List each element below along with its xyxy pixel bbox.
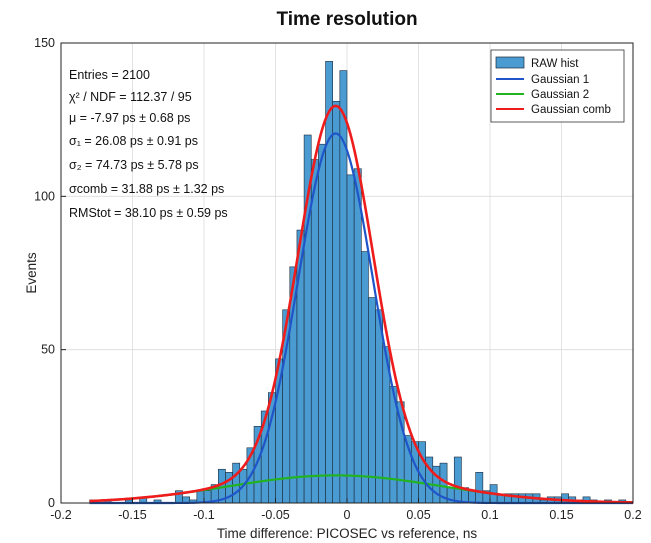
chart-title: Time resolution	[276, 9, 417, 30]
histogram-bar	[310, 159, 319, 504]
histogram-bar	[396, 401, 405, 504]
stat-sigma-comb: σcomb = 31.88 ps ± 1.32 ps	[69, 182, 224, 196]
histogram-bar	[332, 100, 341, 504]
stat-chi2: χ² / NDF = 112.37 / 95	[69, 90, 192, 104]
stat-entries: Entries = 2100	[69, 68, 150, 82]
histogram-bar	[468, 490, 476, 504]
x-axis-label: Time difference: PICOSEC vs reference, n…	[217, 526, 478, 541]
legend-label-hist: RAW hist	[531, 58, 579, 70]
x-tick-label: -0.05	[261, 508, 290, 522]
y-axis-label: Events	[24, 252, 39, 294]
histogram-bar	[453, 456, 462, 504]
y-tick-label: 100	[34, 189, 55, 203]
stat-sigma1: σ₁ = 26.08 ps ± 0.91 ps	[69, 134, 198, 148]
x-tick-label: -0.1	[193, 508, 215, 522]
x-tick-label: 0	[344, 508, 351, 522]
legend-swatch-hist	[495, 56, 525, 69]
histogram-bars	[89, 61, 627, 504]
x-tick-label: -0.15	[118, 508, 147, 522]
histogram-bar	[475, 472, 484, 504]
x-tick-label: 0.2	[624, 508, 641, 522]
histogram-bar	[360, 251, 369, 504]
histogram-bar	[318, 143, 326, 504]
legend-label-gaussian2: Gaussian 2	[531, 89, 589, 101]
histogram-bar	[375, 309, 384, 504]
fit-curve-gaussian-comb	[89, 104, 634, 504]
x-tick-label: -0.2	[50, 508, 72, 522]
legend: RAW hist Gaussian 1 Gaussian 2 Gaussian …	[490, 49, 625, 123]
histogram-bar	[368, 297, 376, 504]
histogram-bar	[346, 174, 355, 504]
histogram-bar	[232, 462, 241, 504]
histogram-bar	[353, 168, 362, 504]
y-tick-label: 150	[34, 36, 55, 50]
histogram-bar	[325, 61, 333, 504]
y-tick-label: 0	[48, 496, 55, 510]
x-tick-label: 0.05	[406, 508, 430, 522]
stat-sigma2: σ₂ = 74.73 ps ± 5.78 ps	[69, 158, 199, 172]
stats-box: Entries = 2100 χ² / NDF = 112.37 / 95 μ …	[69, 68, 228, 220]
x-tick-label: 0.1	[481, 508, 498, 522]
stat-rms-tot: RMStot = 38.10 ps ± 0.59 ps	[69, 206, 228, 220]
histogram-bar	[339, 70, 348, 504]
x-tick-label: 0.15	[549, 508, 573, 522]
histogram-bar	[196, 490, 205, 504]
axis-ticks: -0.2 -0.15 -0.1 -0.05 0 0.05 0.1 0.15 0.2 0 50 100 1…	[34, 36, 642, 522]
legend-label-gaussian-comb: Gaussian comb	[531, 104, 611, 116]
y-tick-label: 50	[41, 343, 55, 357]
legend-label-gaussian1: Gaussian 1	[531, 74, 589, 86]
stat-mu: μ = -7.97 ps ± 0.68 ps	[69, 111, 190, 125]
